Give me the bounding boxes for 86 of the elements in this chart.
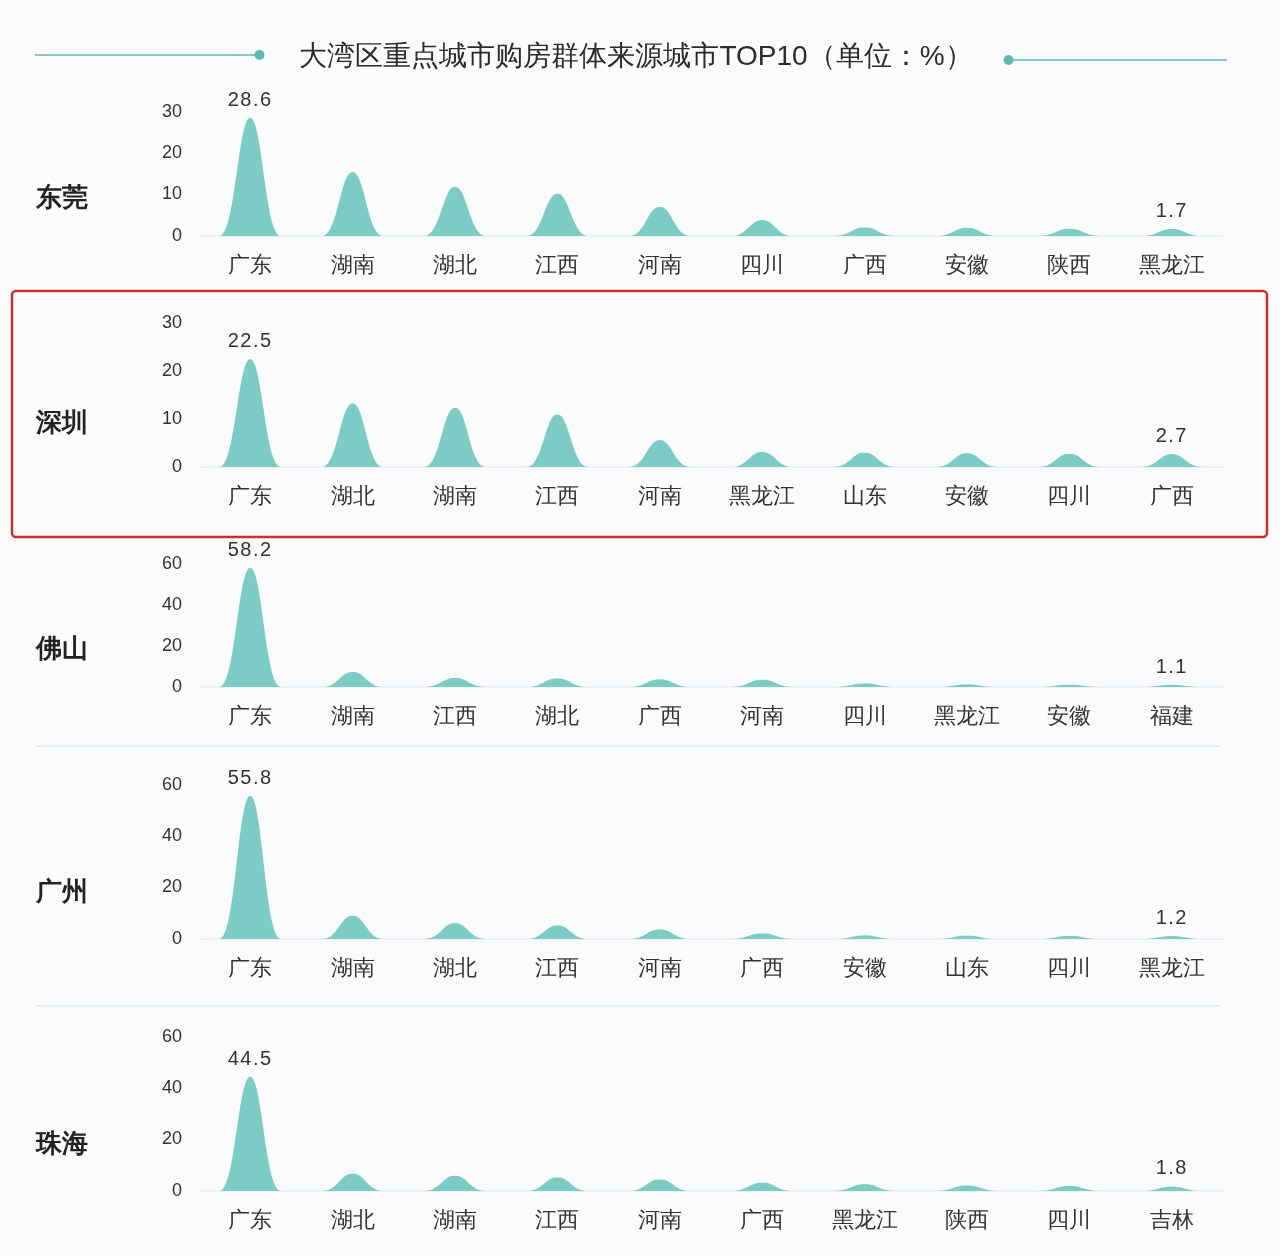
y-tick-label: 40 — [161, 593, 182, 614]
x-tick-label: 江西 — [433, 702, 477, 728]
y-tick-label: 20 — [161, 1128, 182, 1149]
x-tick-label: 湖北 — [433, 251, 477, 277]
x-tick-label: 广西 — [740, 1206, 785, 1232]
x-tick-label: 广西 — [637, 702, 682, 728]
y-axis-title: 珠海 — [35, 1127, 88, 1158]
x-tick-label: 四川 — [1047, 482, 1092, 508]
x-tick-label: 湖南 — [330, 251, 375, 277]
y-axis-title: 东莞 — [35, 181, 88, 212]
y-axis-title: 深圳 — [35, 406, 88, 437]
x-tick-label: 陕西 — [1047, 251, 1092, 277]
x-tick-label: 湖南 — [433, 482, 477, 508]
x-tick-label: 黑龙江 — [831, 1206, 898, 1232]
x-tick-label: 广东 — [228, 702, 273, 728]
x-tick-label: 江西 — [535, 1206, 580, 1232]
y-tick-label: 20 — [161, 634, 182, 655]
x-tick-label: 广西 — [1149, 482, 1194, 508]
x-tick-label: 河南 — [637, 954, 682, 980]
y-tick-label: 30 — [161, 100, 182, 121]
x-tick-label: 黑龙江 — [934, 702, 1000, 728]
x-tick-label: 湖南 — [433, 1206, 477, 1232]
data-label: 22.5 — [227, 329, 273, 351]
x-tick-label: 四川 — [1047, 954, 1092, 980]
x-tick-label: 四川 — [842, 702, 887, 728]
data-label: 44.5 — [227, 1046, 273, 1069]
x-tick-label: 广东 — [228, 251, 273, 277]
data-label: 1.1 — [1155, 654, 1188, 677]
x-tick-label: 黑龙江 — [729, 482, 796, 508]
chart-title: 大湾区重点城市购房群体来源城市TOP10（单位：%） — [299, 40, 973, 72]
x-tick-label: 河南 — [637, 482, 682, 508]
x-tick-label: 福建 — [1149, 702, 1194, 728]
y-axis-title: 佛山 — [35, 632, 88, 663]
data-label: 28.6 — [227, 87, 273, 110]
y-tick-label: 0 — [171, 675, 182, 696]
x-tick-label: 山东 — [842, 482, 887, 508]
x-tick-label: 河南 — [637, 1206, 682, 1232]
y-tick-label: 60 — [161, 1025, 182, 1046]
x-tick-label: 广东 — [228, 954, 273, 980]
y-tick-label: 20 — [161, 876, 182, 897]
y-tick-label: 0 — [171, 1179, 182, 1200]
data-label: 55.8 — [227, 765, 273, 788]
x-tick-label: 广东 — [228, 482, 273, 508]
y-tick-label: 60 — [161, 552, 182, 573]
x-tick-label: 黑龙江 — [1138, 251, 1205, 277]
y-tick-label: 40 — [161, 1077, 182, 1098]
x-tick-label: 湖北 — [330, 482, 375, 508]
data-label: 1.2 — [1155, 905, 1188, 928]
x-tick-label: 湖北 — [433, 954, 477, 980]
y-tick-label: 10 — [161, 183, 182, 204]
x-tick-label: 湖南 — [330, 954, 375, 980]
x-tick-label: 四川 — [1047, 1206, 1092, 1232]
y-tick-label: 40 — [161, 825, 182, 846]
x-tick-label: 江西 — [535, 954, 580, 980]
y-axis-title: 广州 — [35, 875, 88, 906]
data-label: 1.7 — [1155, 198, 1188, 221]
y-tick-label: 10 — [161, 407, 182, 428]
y-tick-label: 60 — [161, 773, 182, 794]
x-tick-label: 安徽 — [1047, 702, 1092, 728]
y-tick-label: 20 — [161, 359, 182, 380]
x-tick-label: 吉林 — [1149, 1206, 1194, 1232]
x-tick-label: 江西 — [535, 482, 580, 508]
x-tick-label: 陕西 — [945, 1206, 989, 1232]
x-tick-label: 河南 — [740, 702, 785, 728]
x-tick-label: 安徽 — [945, 482, 989, 508]
x-tick-label: 湖北 — [535, 702, 580, 728]
y-tick-label: 0 — [171, 927, 182, 948]
data-label: 1.8 — [1155, 1156, 1188, 1179]
x-tick-label: 湖北 — [330, 1206, 375, 1232]
x-tick-label: 安徽 — [842, 954, 887, 980]
data-label: 58.2 — [227, 537, 273, 560]
data-label: 2.7 — [1155, 424, 1188, 447]
x-tick-label: 广西 — [842, 251, 887, 277]
x-tick-label: 湖南 — [330, 702, 375, 728]
y-tick-label: 0 — [171, 224, 182, 245]
x-tick-label: 黑龙江 — [1138, 954, 1205, 980]
x-tick-label: 河南 — [637, 251, 682, 277]
y-tick-label: 30 — [161, 311, 182, 332]
x-tick-label: 四川 — [740, 251, 785, 277]
x-tick-label: 江西 — [535, 251, 580, 277]
y-tick-label: 0 — [171, 455, 182, 476]
y-tick-label: 20 — [161, 142, 182, 163]
x-tick-label: 广西 — [740, 954, 785, 980]
x-tick-label: 广东 — [228, 1206, 273, 1232]
x-tick-label: 安徽 — [945, 251, 989, 277]
x-tick-label: 山东 — [945, 954, 989, 980]
